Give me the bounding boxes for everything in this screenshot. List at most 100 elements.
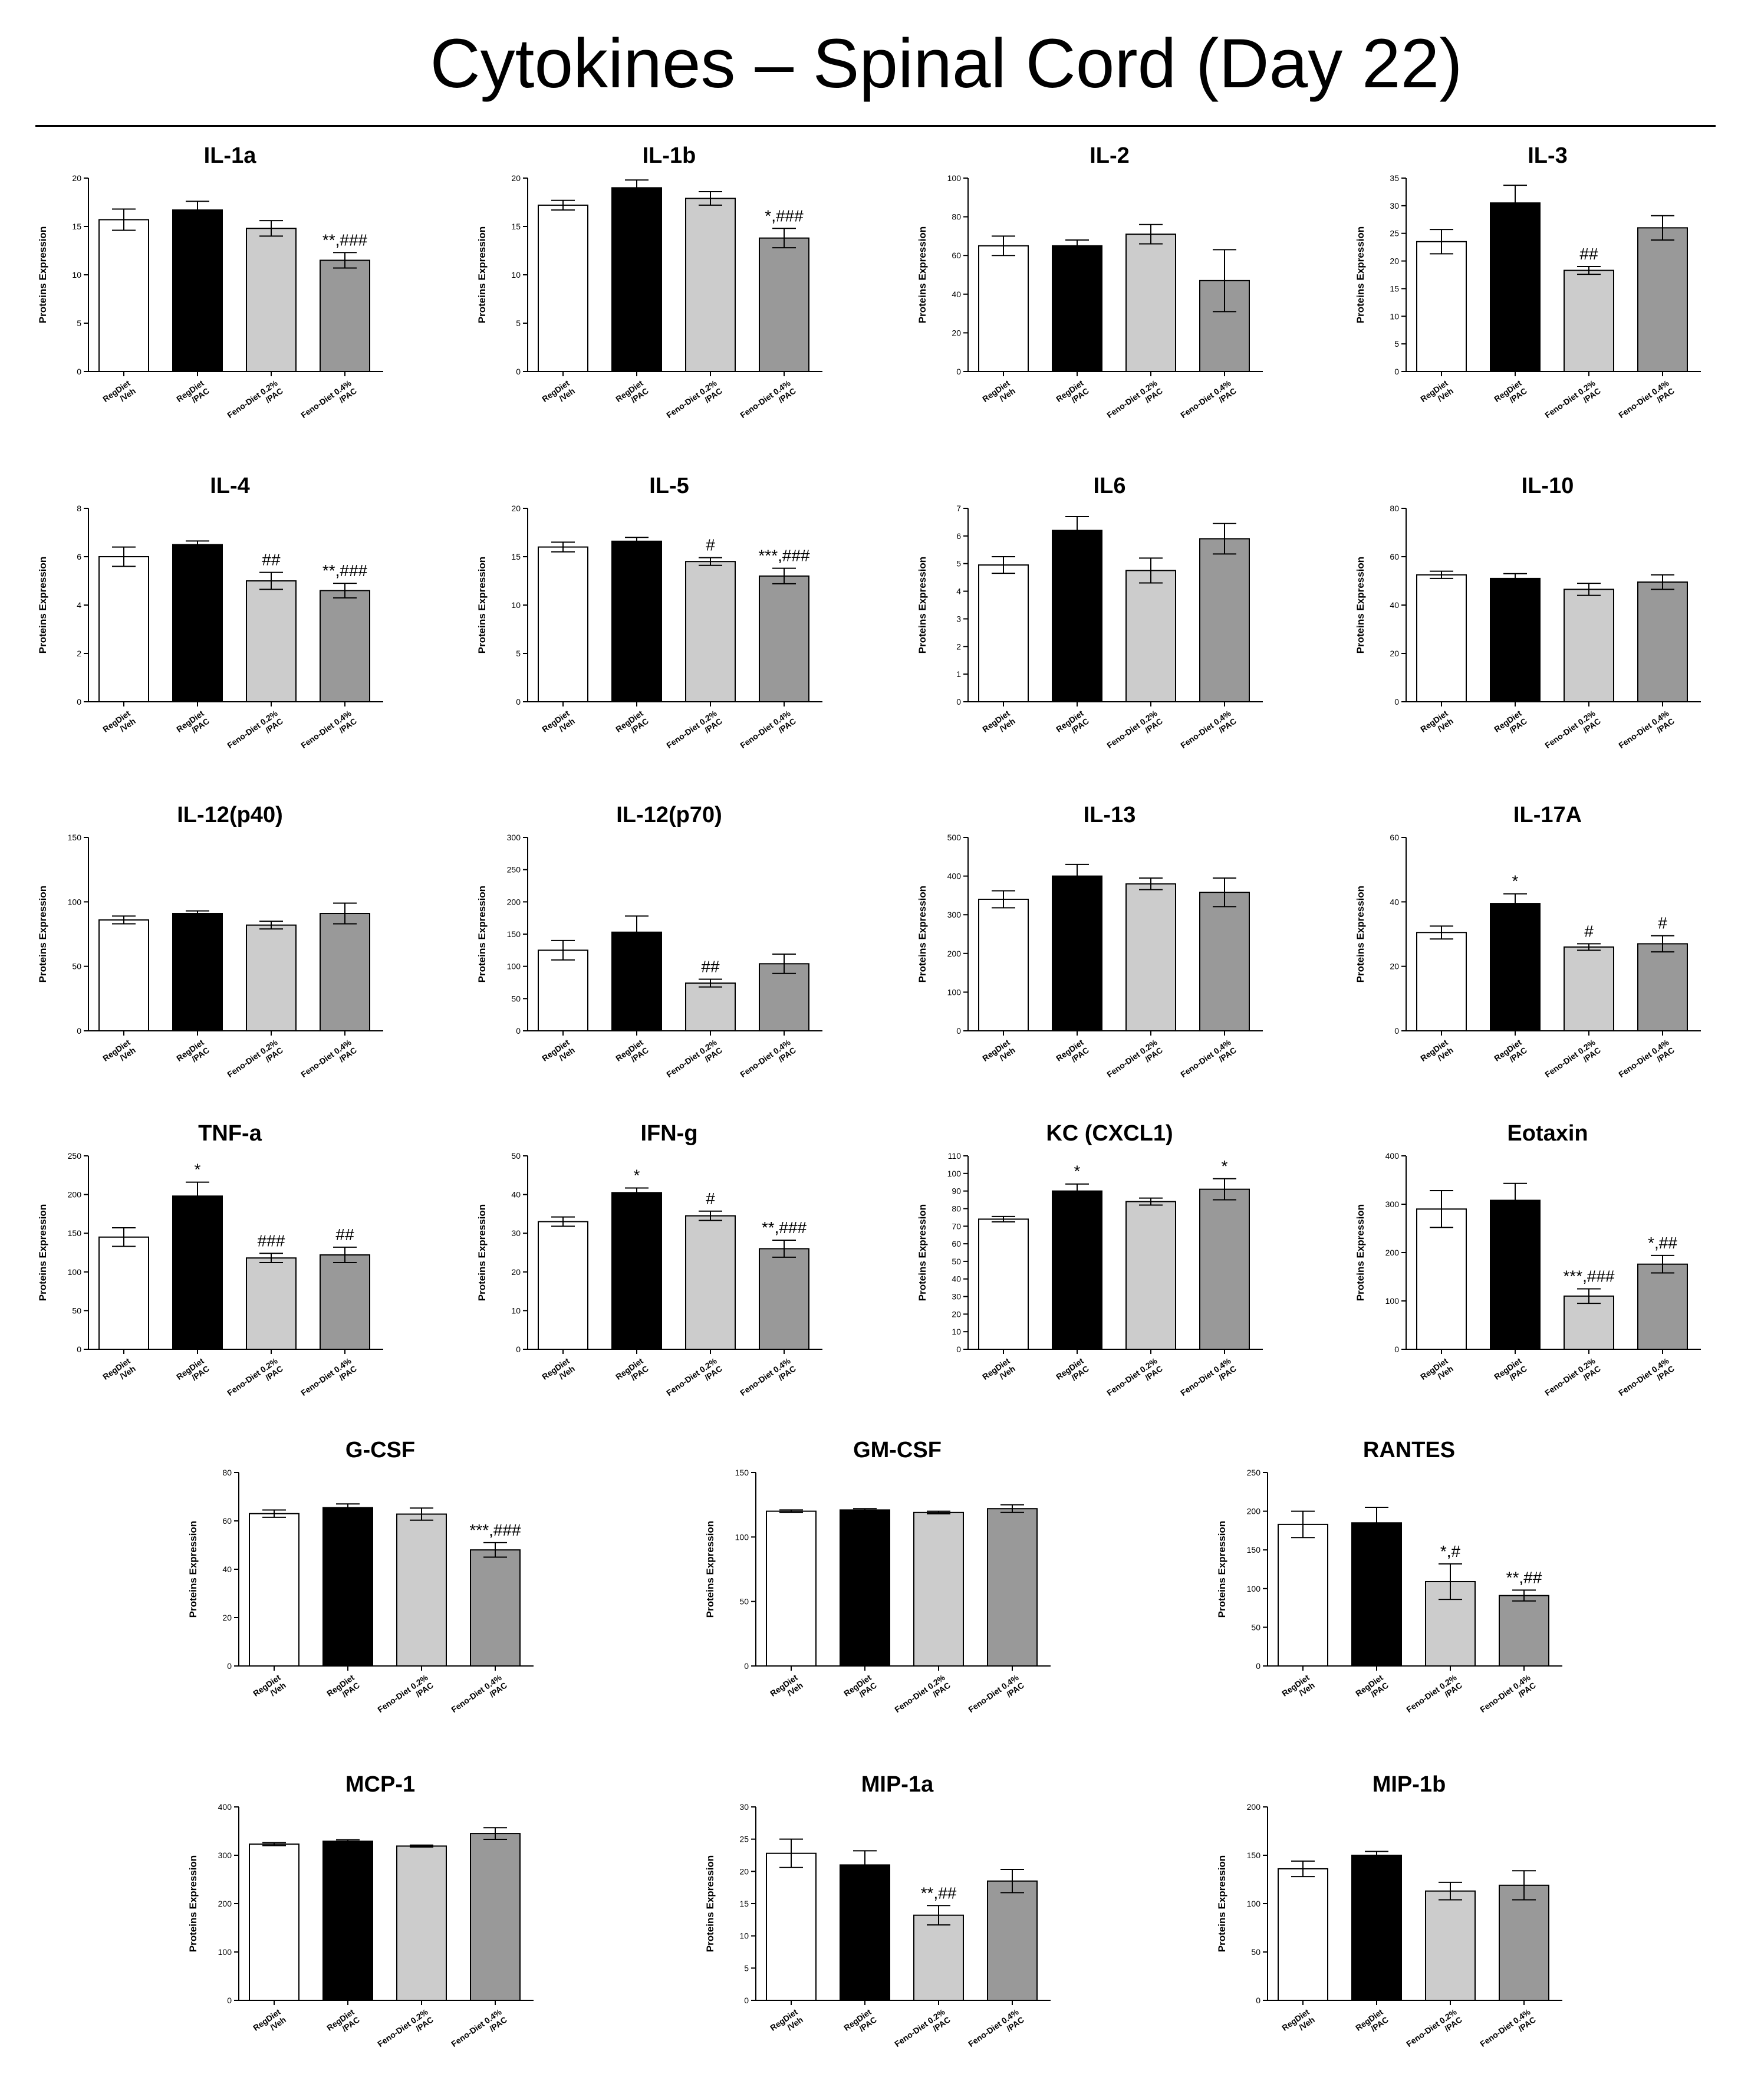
x-tick-label: RegDiet/Veh [980, 1356, 1017, 1389]
bar [98, 919, 149, 1031]
y-tick-label: 150 [1247, 1851, 1261, 1860]
x-tick-label: Feno-Diet 0.2%/PAC [1404, 1672, 1464, 1722]
y-axis-label: Proteins Expression [37, 1204, 48, 1301]
bar [840, 1864, 890, 2001]
y-tick-label: 100 [947, 173, 962, 183]
bar [1052, 245, 1102, 372]
significance-label: **,## [1506, 1568, 1542, 1586]
bar [685, 1215, 736, 1350]
y-axis-label: Proteins Expression [187, 1521, 199, 1618]
y-tick-label: 40 [952, 290, 961, 299]
bar [1416, 574, 1467, 702]
y-tick-label: 5 [77, 318, 81, 328]
y-tick-label: 50 [952, 1257, 961, 1266]
chart-il-12-p70: IL-12(p70) Proteins Expression 0 50 100 150 20… [476, 803, 822, 1079]
x-tick-label: Feno-Diet 0.2%/PAC [376, 1672, 435, 1722]
y-tick-label: 15 [72, 222, 81, 231]
bar [1278, 1523, 1328, 1667]
x-tick-label: RegDiet/PAC [614, 1037, 650, 1071]
y-tick-label: 0 [1394, 1345, 1399, 1354]
y-tick-label: 60 [1390, 833, 1399, 842]
x-tick-label: RegDiet/PAC [1354, 2007, 1390, 2040]
x-tick-label: RegDiet/Veh [540, 378, 577, 412]
y-tick-label: 0 [77, 697, 81, 706]
bar [978, 564, 1029, 702]
x-tick-label: RegDiet/PAC [1492, 1037, 1529, 1071]
x-tick-label: RegDiet/PAC [1054, 1037, 1091, 1071]
bar [172, 544, 223, 702]
y-tick-label: 20 [1390, 962, 1399, 971]
y-tick-label: 100 [1247, 1899, 1261, 1908]
x-tick-label: Feno-Diet 0.2%/PAC [664, 708, 724, 758]
y-tick-label: 100 [1385, 1296, 1400, 1306]
x-tick-label: RegDiet/PAC [614, 1356, 650, 1389]
chart-title: IL-1a [204, 143, 257, 168]
bar [766, 1852, 817, 2001]
y-tick-label: 100 [947, 987, 962, 997]
bar [759, 575, 809, 702]
bar [987, 1508, 1038, 1667]
bar [1416, 932, 1467, 1032]
chart-il6: IL6 Proteins Expression 0 1 2 3 4 5 6 7 RegDiet/Ve… [917, 474, 1263, 750]
y-tick-label: 5 [744, 1963, 749, 1973]
chart-il-5: IL-5 Proteins Expression 0 5 10 15 20 RegDiet/V… [476, 474, 822, 758]
chart-kc-cxcl1: KC (CXCL1) Proteins Expression 0 10 20 30 40 50… [917, 1121, 1263, 1398]
y-tick-label: 0 [956, 1026, 961, 1036]
bar [246, 924, 297, 1032]
x-tick-label: Feno-Diet 0.4%/PAC [299, 1037, 358, 1087]
x-tick-label: Feno-Diet 0.4%/PAC [1478, 2007, 1538, 2056]
y-tick-label: 5 [1394, 339, 1399, 349]
x-tick-label: RegDiet/PAC [1492, 378, 1529, 412]
bar [1637, 1263, 1688, 1350]
y-tick-label: 200 [1385, 1248, 1400, 1257]
y-tick-label: 150 [68, 1228, 82, 1238]
y-tick-label: 0 [77, 1026, 81, 1036]
y-tick-label: 5 [516, 649, 521, 658]
y-tick-label: 150 [68, 833, 82, 842]
chart-il-17a: IL-17A Proteins Expression 0 20 40 60 RegDiet/… [1355, 803, 1701, 1079]
bar [249, 1513, 299, 1667]
y-tick-label: 100 [218, 1947, 232, 1957]
y-tick-label: 110 [948, 1151, 962, 1161]
y-tick-label: 40 [511, 1190, 521, 1199]
x-tick-label: RegDiet/Veh [980, 1037, 1017, 1071]
chart-il-2: IL-2 Proteins Expression 0 20 40 60 80 100 RegDi… [917, 143, 1263, 420]
y-tick-label: 100 [507, 962, 521, 971]
y-tick-label: 10 [511, 1306, 521, 1315]
y-axis-label: Proteins Expression [37, 886, 48, 982]
significance-label: # [706, 1189, 715, 1208]
bar [246, 228, 297, 372]
y-tick-label: 0 [744, 1661, 749, 1671]
x-tick-label: RegDiet/PAC [175, 1037, 211, 1071]
y-tick-label: 0 [516, 1345, 521, 1354]
bar [1490, 202, 1541, 372]
y-tick-label: 0 [516, 1026, 521, 1036]
y-tick-label: 0 [77, 367, 81, 376]
y-tick-label: 60 [952, 251, 961, 260]
chart-mip-1a: MIP-1a Proteins Expression 0 5 10 15 20 25 30 Reg… [705, 1772, 1051, 2056]
y-tick-label: 40 [1390, 897, 1399, 906]
chart-g-csf: G-CSF Proteins Expression 0 20 40 60 80 RegDiet… [187, 1438, 534, 1722]
y-axis-label: Proteins Expression [705, 1521, 716, 1618]
bar [1125, 234, 1176, 372]
y-tick-label: 15 [1390, 284, 1399, 293]
y-tick-label: 150 [1247, 1545, 1261, 1555]
significance-label: *,### [765, 206, 804, 225]
y-axis-label: Proteins Expression [476, 226, 488, 323]
bar [320, 1254, 370, 1350]
significance-label: # [706, 536, 715, 554]
x-tick-label: RegDiet/PAC [1054, 1356, 1091, 1389]
x-tick-label: Feno-Diet 0.2%/PAC [893, 2007, 952, 2056]
bar [1564, 589, 1614, 702]
y-tick-label: 50 [72, 1306, 81, 1315]
bar [320, 259, 370, 372]
chart-ifn-g: IFN-g Proteins Expression 0 10 20 30 40 50 RegDi… [476, 1121, 822, 1398]
x-tick-label: RegDiet/Veh [1418, 1037, 1455, 1071]
y-tick-label: 5 [956, 559, 961, 568]
y-axis-label: Proteins Expression [1355, 226, 1366, 323]
x-tick-label: RegDiet/PAC [842, 1672, 878, 1706]
y-tick-label: 0 [956, 1345, 961, 1354]
x-tick-label: RegDiet/Veh [1418, 378, 1455, 412]
significance-label: ## [1579, 245, 1598, 263]
bar [1052, 530, 1102, 702]
